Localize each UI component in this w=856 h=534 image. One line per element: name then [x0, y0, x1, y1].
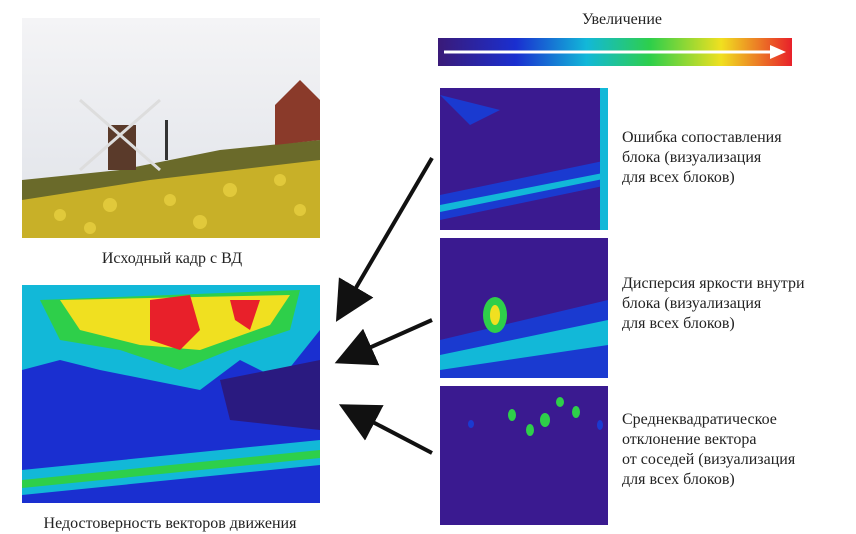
panel-3: [440, 386, 608, 525]
panel-label-line: для всех блоков): [622, 315, 735, 332]
panel-label-line: для всех блоков): [622, 471, 735, 488]
result-caption: Недостоверность векторов движения: [44, 515, 298, 532]
panel-labels: Ошибка сопоставления блока (визуализация д…: [622, 129, 805, 488]
panel-label-line: блока (визуализация: [622, 295, 762, 312]
panel-label-line: для всех блоков): [622, 169, 735, 186]
panel-1: [440, 88, 608, 230]
panel-label-line: Ошибка сопоставления: [622, 129, 782, 146]
source-caption: Исходный кадр с ВД: [102, 250, 242, 267]
figure: Исходный кадр с ВД Недостоверность векто…: [0, 0, 856, 534]
panel-label-line: Дисперсия яркости внутри: [622, 275, 805, 292]
panel-label-line: отклонение вектора: [622, 431, 756, 448]
result-heatmap: [22, 285, 320, 503]
scale-label: Увеличение: [582, 11, 662, 28]
panel-label-line: блока (визуализация: [622, 149, 762, 166]
source-image: [22, 18, 320, 238]
panel-label-line: от соседей (визуализация: [622, 451, 796, 468]
panel-label-line: Среднеквадратическое: [622, 411, 777, 428]
arrows: [340, 158, 432, 453]
panel-2: [440, 238, 608, 378]
